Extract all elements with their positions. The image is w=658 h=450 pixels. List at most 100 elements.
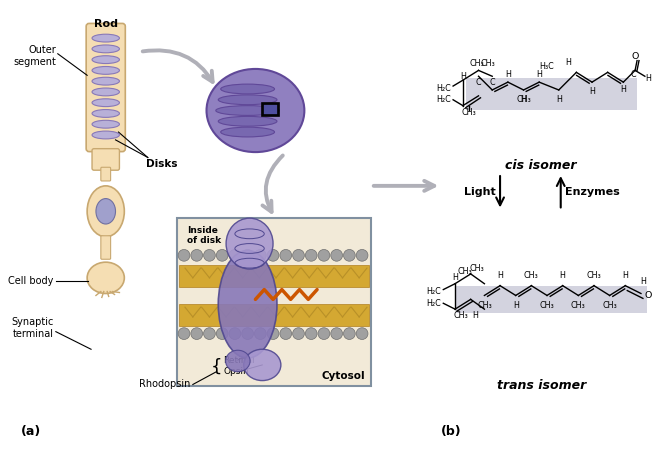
Text: H: H bbox=[536, 70, 542, 79]
Circle shape bbox=[305, 249, 317, 261]
Circle shape bbox=[356, 328, 368, 339]
Text: H: H bbox=[566, 58, 572, 67]
Circle shape bbox=[331, 328, 343, 339]
Text: H₂C: H₂C bbox=[426, 299, 442, 308]
FancyBboxPatch shape bbox=[101, 236, 111, 259]
Text: {: { bbox=[211, 358, 222, 376]
Ellipse shape bbox=[92, 45, 120, 53]
Circle shape bbox=[229, 249, 241, 261]
Circle shape bbox=[267, 328, 279, 339]
FancyBboxPatch shape bbox=[92, 148, 120, 170]
Ellipse shape bbox=[226, 350, 250, 372]
Ellipse shape bbox=[207, 69, 305, 152]
Bar bbox=[456, 286, 647, 313]
Circle shape bbox=[343, 328, 355, 339]
Ellipse shape bbox=[92, 131, 120, 139]
Text: Rhodopsin: Rhodopsin bbox=[139, 379, 191, 390]
Text: H: H bbox=[472, 311, 478, 320]
Ellipse shape bbox=[218, 251, 277, 358]
Text: CH₃: CH₃ bbox=[516, 95, 531, 104]
Text: H: H bbox=[560, 271, 566, 280]
Text: H: H bbox=[452, 273, 458, 282]
Bar bbox=[466, 78, 637, 109]
Circle shape bbox=[343, 249, 355, 261]
Text: Enzymes: Enzymes bbox=[565, 187, 619, 197]
Text: CH₃: CH₃ bbox=[481, 59, 495, 68]
Text: H: H bbox=[620, 86, 626, 94]
Text: cis isomer: cis isomer bbox=[505, 159, 577, 172]
Text: C: C bbox=[490, 78, 495, 87]
Text: H: H bbox=[497, 271, 503, 280]
Text: Outer
segment: Outer segment bbox=[13, 45, 56, 67]
Ellipse shape bbox=[87, 186, 124, 237]
Ellipse shape bbox=[92, 34, 120, 42]
Text: H: H bbox=[640, 277, 646, 286]
Text: H₂C: H₂C bbox=[436, 95, 451, 104]
Circle shape bbox=[241, 249, 253, 261]
Bar bbox=[179, 304, 369, 326]
Circle shape bbox=[293, 249, 305, 261]
Text: H₃C: H₃C bbox=[540, 62, 555, 71]
Text: H: H bbox=[505, 70, 511, 79]
Text: H: H bbox=[460, 72, 466, 81]
Circle shape bbox=[255, 328, 266, 339]
Circle shape bbox=[216, 249, 228, 261]
Ellipse shape bbox=[92, 56, 120, 63]
Ellipse shape bbox=[243, 349, 281, 381]
Circle shape bbox=[191, 249, 203, 261]
Bar bbox=[263, 103, 279, 117]
Ellipse shape bbox=[92, 99, 120, 107]
Circle shape bbox=[241, 328, 253, 339]
Text: CH₃: CH₃ bbox=[602, 301, 617, 310]
Text: trans isomer: trans isomer bbox=[497, 378, 586, 392]
Text: Inside
of disk: Inside of disk bbox=[187, 226, 221, 245]
Circle shape bbox=[318, 249, 330, 261]
Text: (b): (b) bbox=[442, 425, 462, 438]
Text: H: H bbox=[513, 301, 519, 310]
Text: H: H bbox=[589, 87, 595, 96]
Text: Synaptic
terminal: Synaptic terminal bbox=[11, 317, 54, 338]
Circle shape bbox=[191, 328, 203, 339]
Text: H: H bbox=[645, 74, 651, 83]
Text: CH₃: CH₃ bbox=[461, 108, 476, 117]
Text: H: H bbox=[520, 95, 526, 104]
Bar bbox=[177, 218, 371, 387]
Circle shape bbox=[267, 249, 279, 261]
Text: Disks: Disks bbox=[146, 159, 177, 170]
Bar bbox=[263, 104, 278, 115]
Circle shape bbox=[280, 249, 291, 261]
FancyBboxPatch shape bbox=[86, 23, 125, 152]
Ellipse shape bbox=[92, 67, 120, 74]
Ellipse shape bbox=[92, 88, 120, 96]
Ellipse shape bbox=[220, 127, 274, 137]
Text: Cell body: Cell body bbox=[9, 276, 54, 286]
Text: O: O bbox=[645, 291, 652, 300]
Text: C: C bbox=[476, 78, 482, 87]
Text: Cytosol: Cytosol bbox=[321, 371, 365, 381]
Ellipse shape bbox=[96, 198, 116, 224]
Text: O: O bbox=[632, 52, 639, 61]
Ellipse shape bbox=[92, 77, 120, 85]
Text: C: C bbox=[630, 70, 636, 79]
Text: CH₃: CH₃ bbox=[587, 271, 601, 280]
Text: Light: Light bbox=[465, 187, 496, 197]
Circle shape bbox=[229, 328, 241, 339]
Text: (a): (a) bbox=[20, 425, 41, 438]
Circle shape bbox=[216, 328, 228, 339]
Text: CH₃: CH₃ bbox=[469, 59, 484, 68]
Ellipse shape bbox=[220, 84, 274, 94]
Circle shape bbox=[293, 328, 305, 339]
Circle shape bbox=[203, 249, 215, 261]
Text: Retinal: Retinal bbox=[223, 356, 255, 364]
Text: Opsin: Opsin bbox=[223, 367, 249, 376]
Circle shape bbox=[318, 328, 330, 339]
Ellipse shape bbox=[218, 95, 277, 105]
Circle shape bbox=[331, 249, 343, 261]
Ellipse shape bbox=[92, 109, 120, 117]
Bar bbox=[179, 265, 369, 287]
Text: H: H bbox=[622, 271, 628, 280]
Text: CH₃: CH₃ bbox=[571, 301, 586, 310]
Ellipse shape bbox=[216, 106, 280, 115]
FancyBboxPatch shape bbox=[101, 167, 111, 181]
Text: CH₃: CH₃ bbox=[477, 301, 492, 310]
